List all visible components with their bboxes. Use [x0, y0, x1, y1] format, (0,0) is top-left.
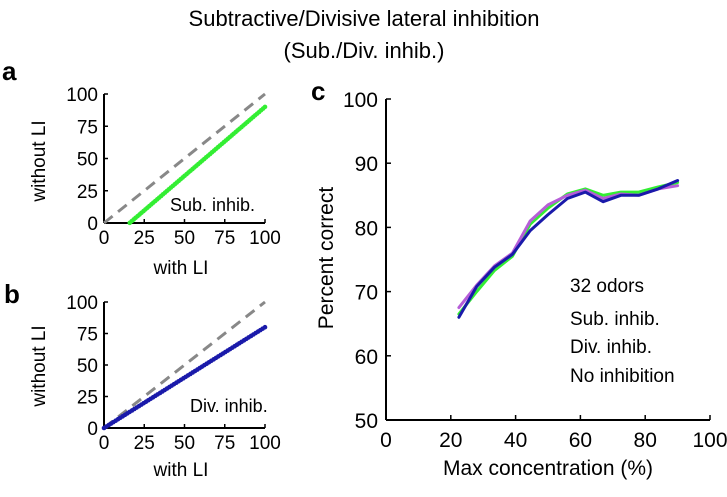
panel-a-ylabel: without LI: [29, 120, 50, 202]
panel-a-y-tick-label: 0: [87, 214, 98, 235]
panel-b-xlabel: with LI: [153, 460, 209, 481]
panel-a-plot-area: 0 25 50 75 100 0 25 50 75 100: [66, 85, 281, 249]
panel-c-xlabel: Max concentration (%): [443, 457, 653, 480]
panel-a-scatter: 0 25 50 75 100 0 25 50 75 100 Sub. inhib. with LI…: [29, 85, 281, 279]
panel-b-point: [262, 324, 268, 330]
legend-title: 32 odors: [570, 276, 644, 297]
panel-c-x-tick-label: 20: [439, 429, 462, 452]
panel-c-x-tick-label: 60: [569, 429, 592, 452]
panel-a-x-tick-label: 100: [249, 228, 281, 249]
panel-b-y-tick-label: 0: [87, 419, 98, 440]
panel-b-identity-line: [103, 300, 266, 430]
panel-c-line-chart: 0 20 40 60 80 100 50 60 70 80 90 100 Max concentrat…: [315, 89, 727, 480]
panel-b-y-tick-label: 75: [77, 325, 98, 346]
panel-c-y-tick-label: 50: [355, 410, 378, 433]
panel-a-y-tick-label: 25: [77, 182, 98, 203]
panel-a-x-tick-label: 25: [134, 228, 155, 249]
panel-c-y-tick-label: 70: [355, 282, 378, 305]
panel-b-x-tick-label: 50: [174, 433, 195, 454]
panel-c-x-tick-label: 40: [504, 429, 527, 452]
panel-c-letter: c: [311, 76, 325, 106]
panel-a-x-tick-label: 75: [214, 228, 235, 249]
panel-a-y-tick-label: 75: [77, 117, 98, 138]
panel-b-plot-area: 0 25 50 75 100 0 25 50 75 100: [66, 293, 281, 454]
panel-a-identity-line: [103, 92, 266, 225]
panel-b-annotation: Div. inhib.: [190, 396, 268, 416]
panel-b-letter: b: [4, 279, 20, 309]
panel-c-y-tick-label: 90: [355, 153, 378, 176]
panel-b-x-tick-label: 25: [134, 433, 155, 454]
panel-c-legend: 32 odors Sub. inhib. Div. inhib. No inhi…: [570, 276, 675, 387]
panel-b-ylabel: without LI: [29, 325, 50, 407]
legend-entry-sub: Sub. inhib.: [570, 309, 660, 330]
panel-b-scatter: 0 25 50 75 100 0 25 50 75 100 Div. inhib. with LI…: [29, 293, 281, 481]
panel-c-plot-area: 0 20 40 60 80 100 50 60 70 80 90 100: [343, 89, 727, 452]
panel-c-x-tick-label: 100: [692, 429, 727, 452]
panel-c-y-tick-label: 100: [343, 89, 378, 112]
panel-c-series-sub-line: [457, 181, 680, 316]
legend-entry-div: Div. inhib.: [570, 337, 652, 358]
panel-b-y-tick-label: 100: [66, 293, 98, 314]
panel-c-y-tick-label: 60: [355, 346, 378, 369]
panel-b-x-tick-label: 75: [214, 433, 235, 454]
panel-a-point: [262, 104, 268, 110]
panel-c-x-tick-label: 80: [634, 429, 657, 452]
legend-entry-none: No inhibition: [570, 366, 675, 387]
panel-b-x-tick-label: 0: [99, 433, 110, 454]
panel-c-series-none-line: [457, 184, 680, 310]
panel-a-x-tick-label: 0: [99, 228, 110, 249]
panel-c-series-div-line: [457, 179, 680, 319]
panel-a-annotation: Sub. inhib.: [170, 195, 255, 215]
panel-b-y-tick-label: 50: [77, 356, 98, 377]
panel-a-x-tick-label: 50: [174, 228, 195, 249]
panel-a-xlabel: with LI: [153, 258, 209, 279]
panel-b-y-tick-label: 25: [77, 388, 98, 409]
panel-c-ylabel: Percent correct: [315, 187, 338, 330]
figure-title-line1: Subtractive/Divisive lateral inhibition: [189, 6, 540, 31]
figure-title-line2: (Sub./Div. inhib.): [284, 38, 445, 63]
panel-a-y-tick-label: 50: [77, 150, 98, 171]
panel-a-y-tick-label: 100: [66, 85, 98, 106]
panel-c-x-tick-label: 0: [380, 429, 392, 452]
panel-c-y-tick-label: 80: [355, 217, 378, 240]
panel-b-x-tick-label: 100: [249, 433, 281, 454]
panel-a-letter: a: [2, 56, 17, 86]
